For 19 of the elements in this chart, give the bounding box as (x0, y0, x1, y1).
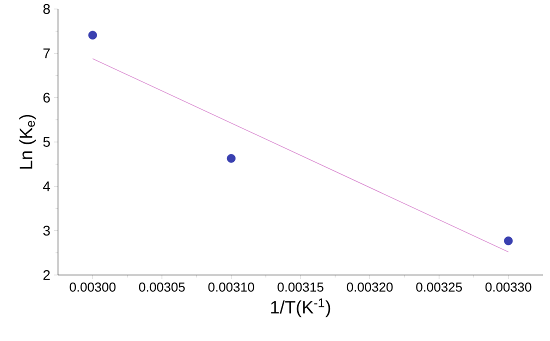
x-axis-title: 1/T(K$^{-1}$) (271, 298, 330, 318)
y-tick-label: 6 (43, 92, 50, 103)
y-tick-label: 7 (43, 48, 50, 58)
x-tick-label: 0.00330 (485, 282, 532, 292)
y-tick-label: 8 (43, 4, 50, 14)
y-tick-label: 5 (43, 137, 50, 147)
x-tick-label: 0.00300 (70, 282, 116, 292)
y-tick-label: 2 (43, 270, 50, 280)
x-tick-label: 0.00305 (139, 282, 185, 292)
y-axis-title: Ln (K$_{e}$) (19, 114, 36, 169)
x-tick-label: 0.00325 (416, 282, 462, 292)
y-tick-label: 3 (43, 226, 50, 236)
point (88, 30, 98, 40)
y-tick-label: 4 (43, 182, 50, 192)
point (504, 236, 513, 246)
x-tick-label: 0.00310 (208, 282, 254, 292)
point (226, 154, 236, 163)
x-tick-label: 0.00320 (346, 282, 393, 292)
x-tick-label: 0.00315 (278, 282, 324, 292)
